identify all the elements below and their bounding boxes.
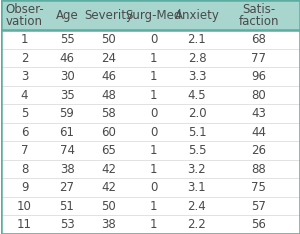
Text: 1: 1 bbox=[21, 33, 28, 46]
Text: 46: 46 bbox=[101, 70, 116, 83]
Text: 24: 24 bbox=[101, 52, 116, 65]
Text: Surg-Med: Surg-Med bbox=[125, 9, 182, 22]
Text: 8: 8 bbox=[21, 163, 28, 176]
Text: 2.1: 2.1 bbox=[188, 33, 206, 46]
Text: 50: 50 bbox=[101, 200, 116, 213]
Bar bbox=[2, 0, 300, 30]
Text: 46: 46 bbox=[60, 52, 75, 65]
Text: 0: 0 bbox=[150, 126, 158, 139]
Text: 59: 59 bbox=[60, 107, 74, 120]
Text: 5: 5 bbox=[21, 107, 28, 120]
Text: 74: 74 bbox=[60, 144, 75, 157]
Text: 3.3: 3.3 bbox=[188, 70, 206, 83]
Text: 1: 1 bbox=[150, 218, 158, 231]
Text: 75: 75 bbox=[251, 181, 266, 194]
Text: 6: 6 bbox=[21, 126, 28, 139]
Text: 55: 55 bbox=[60, 33, 74, 46]
Text: 0: 0 bbox=[150, 181, 158, 194]
Text: 2.0: 2.0 bbox=[188, 107, 206, 120]
Text: 2.4: 2.4 bbox=[188, 200, 206, 213]
Text: Anxiety: Anxiety bbox=[175, 9, 219, 22]
Text: 51: 51 bbox=[60, 200, 74, 213]
Text: 1: 1 bbox=[150, 144, 158, 157]
Text: Age: Age bbox=[56, 9, 78, 22]
Text: 26: 26 bbox=[251, 144, 266, 157]
Text: 53: 53 bbox=[60, 218, 74, 231]
Text: 42: 42 bbox=[101, 181, 116, 194]
Text: 65: 65 bbox=[101, 144, 116, 157]
Bar bbox=[2, 30, 300, 234]
Text: 96: 96 bbox=[251, 70, 266, 83]
Text: Severity: Severity bbox=[84, 9, 134, 22]
Text: 3.1: 3.1 bbox=[188, 181, 206, 194]
Text: 50: 50 bbox=[101, 33, 116, 46]
Text: 4: 4 bbox=[21, 89, 28, 102]
Text: faction: faction bbox=[239, 15, 279, 28]
Text: 30: 30 bbox=[60, 70, 74, 83]
Text: 1: 1 bbox=[150, 163, 158, 176]
Text: Satis-: Satis- bbox=[242, 3, 276, 16]
Text: 0: 0 bbox=[150, 107, 158, 120]
Text: 5.1: 5.1 bbox=[188, 126, 206, 139]
Text: 1: 1 bbox=[150, 70, 158, 83]
Text: 2: 2 bbox=[21, 52, 28, 65]
Text: 61: 61 bbox=[60, 126, 75, 139]
Text: 68: 68 bbox=[251, 33, 266, 46]
Text: 42: 42 bbox=[101, 163, 116, 176]
Text: 58: 58 bbox=[101, 107, 116, 120]
Text: 77: 77 bbox=[251, 52, 266, 65]
Text: 88: 88 bbox=[252, 163, 266, 176]
Text: 5.5: 5.5 bbox=[188, 144, 206, 157]
Text: 3: 3 bbox=[21, 70, 28, 83]
Text: 4.5: 4.5 bbox=[188, 89, 206, 102]
Text: 35: 35 bbox=[60, 89, 74, 102]
Text: 1: 1 bbox=[150, 200, 158, 213]
Text: 56: 56 bbox=[251, 218, 266, 231]
Text: 44: 44 bbox=[251, 126, 266, 139]
Text: 7: 7 bbox=[21, 144, 28, 157]
Text: vation: vation bbox=[6, 15, 43, 28]
Text: 80: 80 bbox=[252, 89, 266, 102]
Text: 1: 1 bbox=[150, 52, 158, 65]
Text: 48: 48 bbox=[101, 89, 116, 102]
Text: 3.2: 3.2 bbox=[188, 163, 206, 176]
Text: 0: 0 bbox=[150, 33, 158, 46]
Text: 60: 60 bbox=[101, 126, 116, 139]
Text: 57: 57 bbox=[251, 200, 266, 213]
Text: Obser-: Obser- bbox=[5, 3, 44, 16]
Text: 27: 27 bbox=[60, 181, 75, 194]
Text: 2.8: 2.8 bbox=[188, 52, 206, 65]
Text: 2.2: 2.2 bbox=[188, 218, 206, 231]
Text: 10: 10 bbox=[17, 200, 32, 213]
Text: 38: 38 bbox=[60, 163, 74, 176]
Text: 11: 11 bbox=[17, 218, 32, 231]
Text: 43: 43 bbox=[251, 107, 266, 120]
Text: 9: 9 bbox=[21, 181, 28, 194]
Text: 38: 38 bbox=[101, 218, 116, 231]
Text: 1: 1 bbox=[150, 89, 158, 102]
